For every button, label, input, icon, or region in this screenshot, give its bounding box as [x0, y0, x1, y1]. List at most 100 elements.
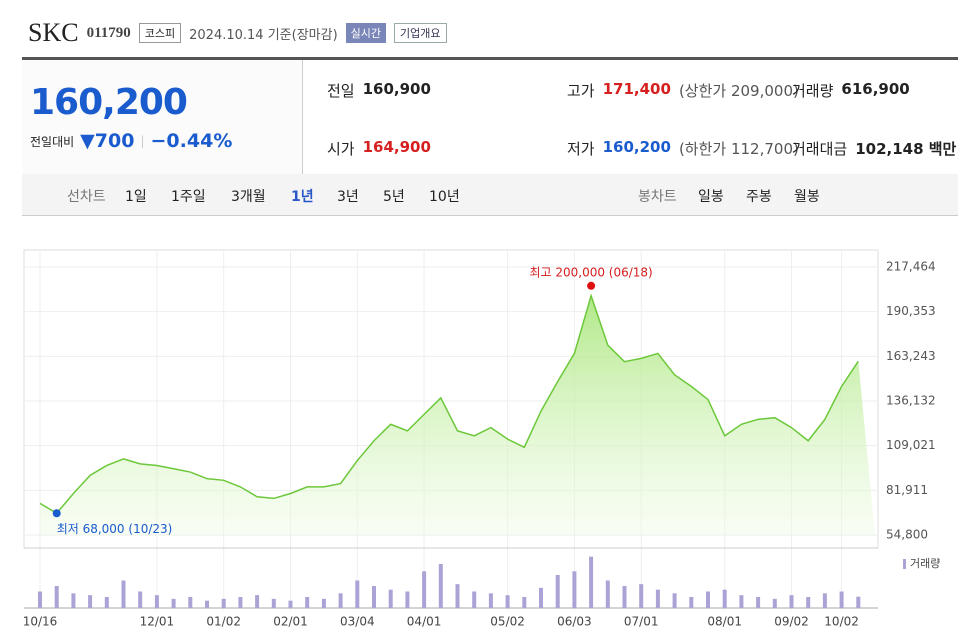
- volume-bar: [706, 591, 710, 608]
- volume-bar: [522, 597, 527, 608]
- volume-bar: [138, 591, 143, 608]
- volume-bar: [822, 593, 827, 608]
- volume-bar: [121, 580, 126, 608]
- item-value: 171,400: [602, 80, 671, 98]
- x-tick-label: 01/02: [206, 615, 241, 629]
- volume-bar: [405, 591, 410, 608]
- volume-bar: [388, 589, 393, 608]
- tab[interactable]: 10년: [429, 189, 460, 205]
- tab[interactable]: 주봉: [746, 189, 772, 205]
- low-label: 최저 68,000 (10/23): [57, 522, 173, 536]
- volume-bar: [806, 597, 811, 608]
- volume-bar: [455, 584, 460, 608]
- x-tick-label: 07/01: [624, 615, 659, 629]
- volume-bar: [839, 591, 844, 608]
- quote-item: 고가 171,400 (상한가 209,000): [567, 80, 799, 101]
- volume-bar: [104, 597, 109, 608]
- stock-code: 011790: [86, 24, 131, 41]
- tab[interactable]: 3개월: [231, 189, 266, 205]
- x-tick-label: 06/03: [557, 615, 592, 629]
- x-tick-label: 03/04: [340, 615, 375, 629]
- volume-bar: [589, 556, 594, 608]
- volume-bar: [789, 595, 794, 608]
- volume-bar: [605, 580, 610, 608]
- y-tick-label: 54,800: [886, 528, 928, 542]
- item-label: 시가: [327, 140, 355, 158]
- volume-bar: [622, 586, 627, 608]
- volume-bar: [288, 600, 293, 608]
- high-point: [587, 281, 596, 290]
- volume-label: 거래량: [910, 557, 940, 570]
- price-line: [39, 293, 859, 515]
- volume-bar: [71, 593, 76, 608]
- tab[interactable]: 5년: [383, 189, 405, 205]
- tab[interactable]: 1일: [125, 189, 147, 205]
- y-tick-label: 81,911: [886, 483, 928, 497]
- item-value: 102,148 백만: [855, 140, 957, 158]
- volume-bar: [88, 595, 93, 608]
- volume-bar: [205, 600, 209, 608]
- volume-bar: [739, 595, 744, 608]
- x-tick-label: 12/01: [140, 615, 175, 629]
- price: 160,200: [30, 82, 188, 123]
- volume-bar: [472, 591, 477, 608]
- volume-bar: [321, 598, 326, 608]
- volume-bar: [555, 575, 560, 608]
- item-extra: (하한가 112,700): [678, 140, 799, 158]
- volume-bar: [539, 587, 543, 608]
- quote-item: 거래대금 102,148 백만: [792, 138, 956, 159]
- y-tick-label: 190,353: [886, 304, 936, 318]
- volume-bar: [505, 595, 510, 608]
- volume-bar: [655, 589, 660, 608]
- stock-name: SKC: [28, 18, 79, 47]
- volume-bar: [572, 571, 577, 608]
- high-label: 최고 200,000 (06/18): [529, 265, 652, 279]
- tab[interactable]: 1년: [291, 189, 314, 205]
- tab-label: 봉차트: [638, 189, 677, 205]
- volume-bar: [856, 596, 861, 608]
- volume-key: [903, 559, 906, 569]
- volume-bar: [672, 593, 677, 608]
- overview-button[interactable]: 기업개요: [394, 23, 447, 43]
- volume-bar: [756, 597, 761, 608]
- change-value: 700: [94, 130, 135, 152]
- header: SKC 011790 코스피 2024.10.14 기준(장마감) 실시간 기업…: [28, 18, 447, 48]
- y-tick-label: 163,243: [886, 349, 936, 363]
- x-tick-label: 10/16: [23, 615, 58, 629]
- item-label: 저가: [567, 140, 595, 158]
- x-tick-label: 08/01: [707, 615, 742, 629]
- x-tick-label: 09/02: [774, 615, 809, 629]
- volume-bar: [488, 593, 493, 608]
- volume-bar: [355, 580, 360, 608]
- tab[interactable]: 1주일: [171, 189, 206, 205]
- quote-item: 전일 160,900: [327, 80, 431, 101]
- volume-bar: [722, 589, 727, 608]
- x-tick-label: 10/02: [824, 615, 859, 629]
- tab[interactable]: 3년: [337, 189, 359, 205]
- volume-bar: [639, 584, 644, 608]
- change: 전일대비 ▼700 | −0.44%: [30, 130, 233, 152]
- y-tick-label: 217,464: [886, 260, 936, 274]
- low-point: [52, 509, 61, 518]
- realtime-button[interactable]: 실시간: [345, 23, 387, 43]
- volume-bar: [188, 597, 193, 608]
- tab[interactable]: 월봉: [794, 189, 820, 205]
- volume-bar: [54, 586, 59, 608]
- volume-bar: [689, 597, 694, 608]
- item-label: 전일: [327, 82, 355, 100]
- quote-item: 저가 160,200 (하한가 112,700): [567, 138, 799, 159]
- y-tick-label: 109,021: [886, 438, 936, 452]
- item-extra: (상한가 209,000): [678, 82, 799, 100]
- tab[interactable]: 일봉: [698, 189, 724, 205]
- volume-bar: [338, 593, 343, 608]
- volume-bar: [171, 598, 176, 608]
- tabs: 선차트 1일 1주일 3개월 1년 3년 5년 10년 봉차트 일봉 주봉 월봉: [22, 174, 958, 216]
- y-tick-label: 136,132: [886, 394, 936, 408]
- volume-bar: [305, 597, 310, 608]
- volume-bar: [221, 598, 226, 608]
- item-label: 거래량: [792, 82, 834, 100]
- volume-bar: [154, 595, 159, 608]
- date: 2024.10.14 기준(장마감): [189, 27, 338, 43]
